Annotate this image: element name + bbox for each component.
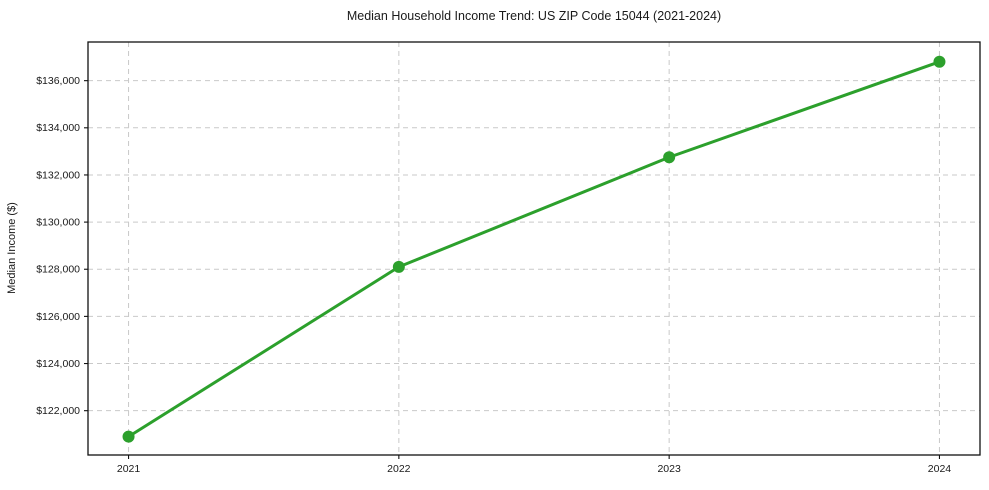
x-tick-label: 2023: [657, 463, 681, 475]
y-tick-label: $122,000: [36, 405, 80, 417]
income-line: [127, 60, 941, 439]
y-tick-label: $126,000: [36, 311, 80, 323]
y-tick-label: $134,000: [36, 122, 80, 134]
y-tick-label: $132,000: [36, 169, 80, 181]
plot-border: [87, 41, 981, 456]
data-point-2023: [663, 151, 676, 164]
data-point-2024: [933, 55, 946, 68]
plot-area: $122,000 $124,000 $126,000 $128,000 $130,000…: [36, 41, 981, 475]
y-axis-label: Median Income ($): [6, 202, 18, 294]
y-tick-label: $128,000: [36, 264, 80, 276]
y-tick-label: $136,000: [36, 75, 80, 87]
data-point-2022: [392, 260, 405, 273]
x-tick-label: 2022: [387, 463, 411, 475]
x-tick-label: 2021: [117, 463, 141, 475]
chart-title: Median Household Income Trend: US ZIP Co…: [347, 9, 721, 23]
y-tick-label: $130,000: [36, 216, 80, 228]
data-point-2021: [122, 430, 135, 443]
y-tick-label: $124,000: [36, 358, 80, 370]
x-tick-label: 2024: [928, 463, 952, 475]
